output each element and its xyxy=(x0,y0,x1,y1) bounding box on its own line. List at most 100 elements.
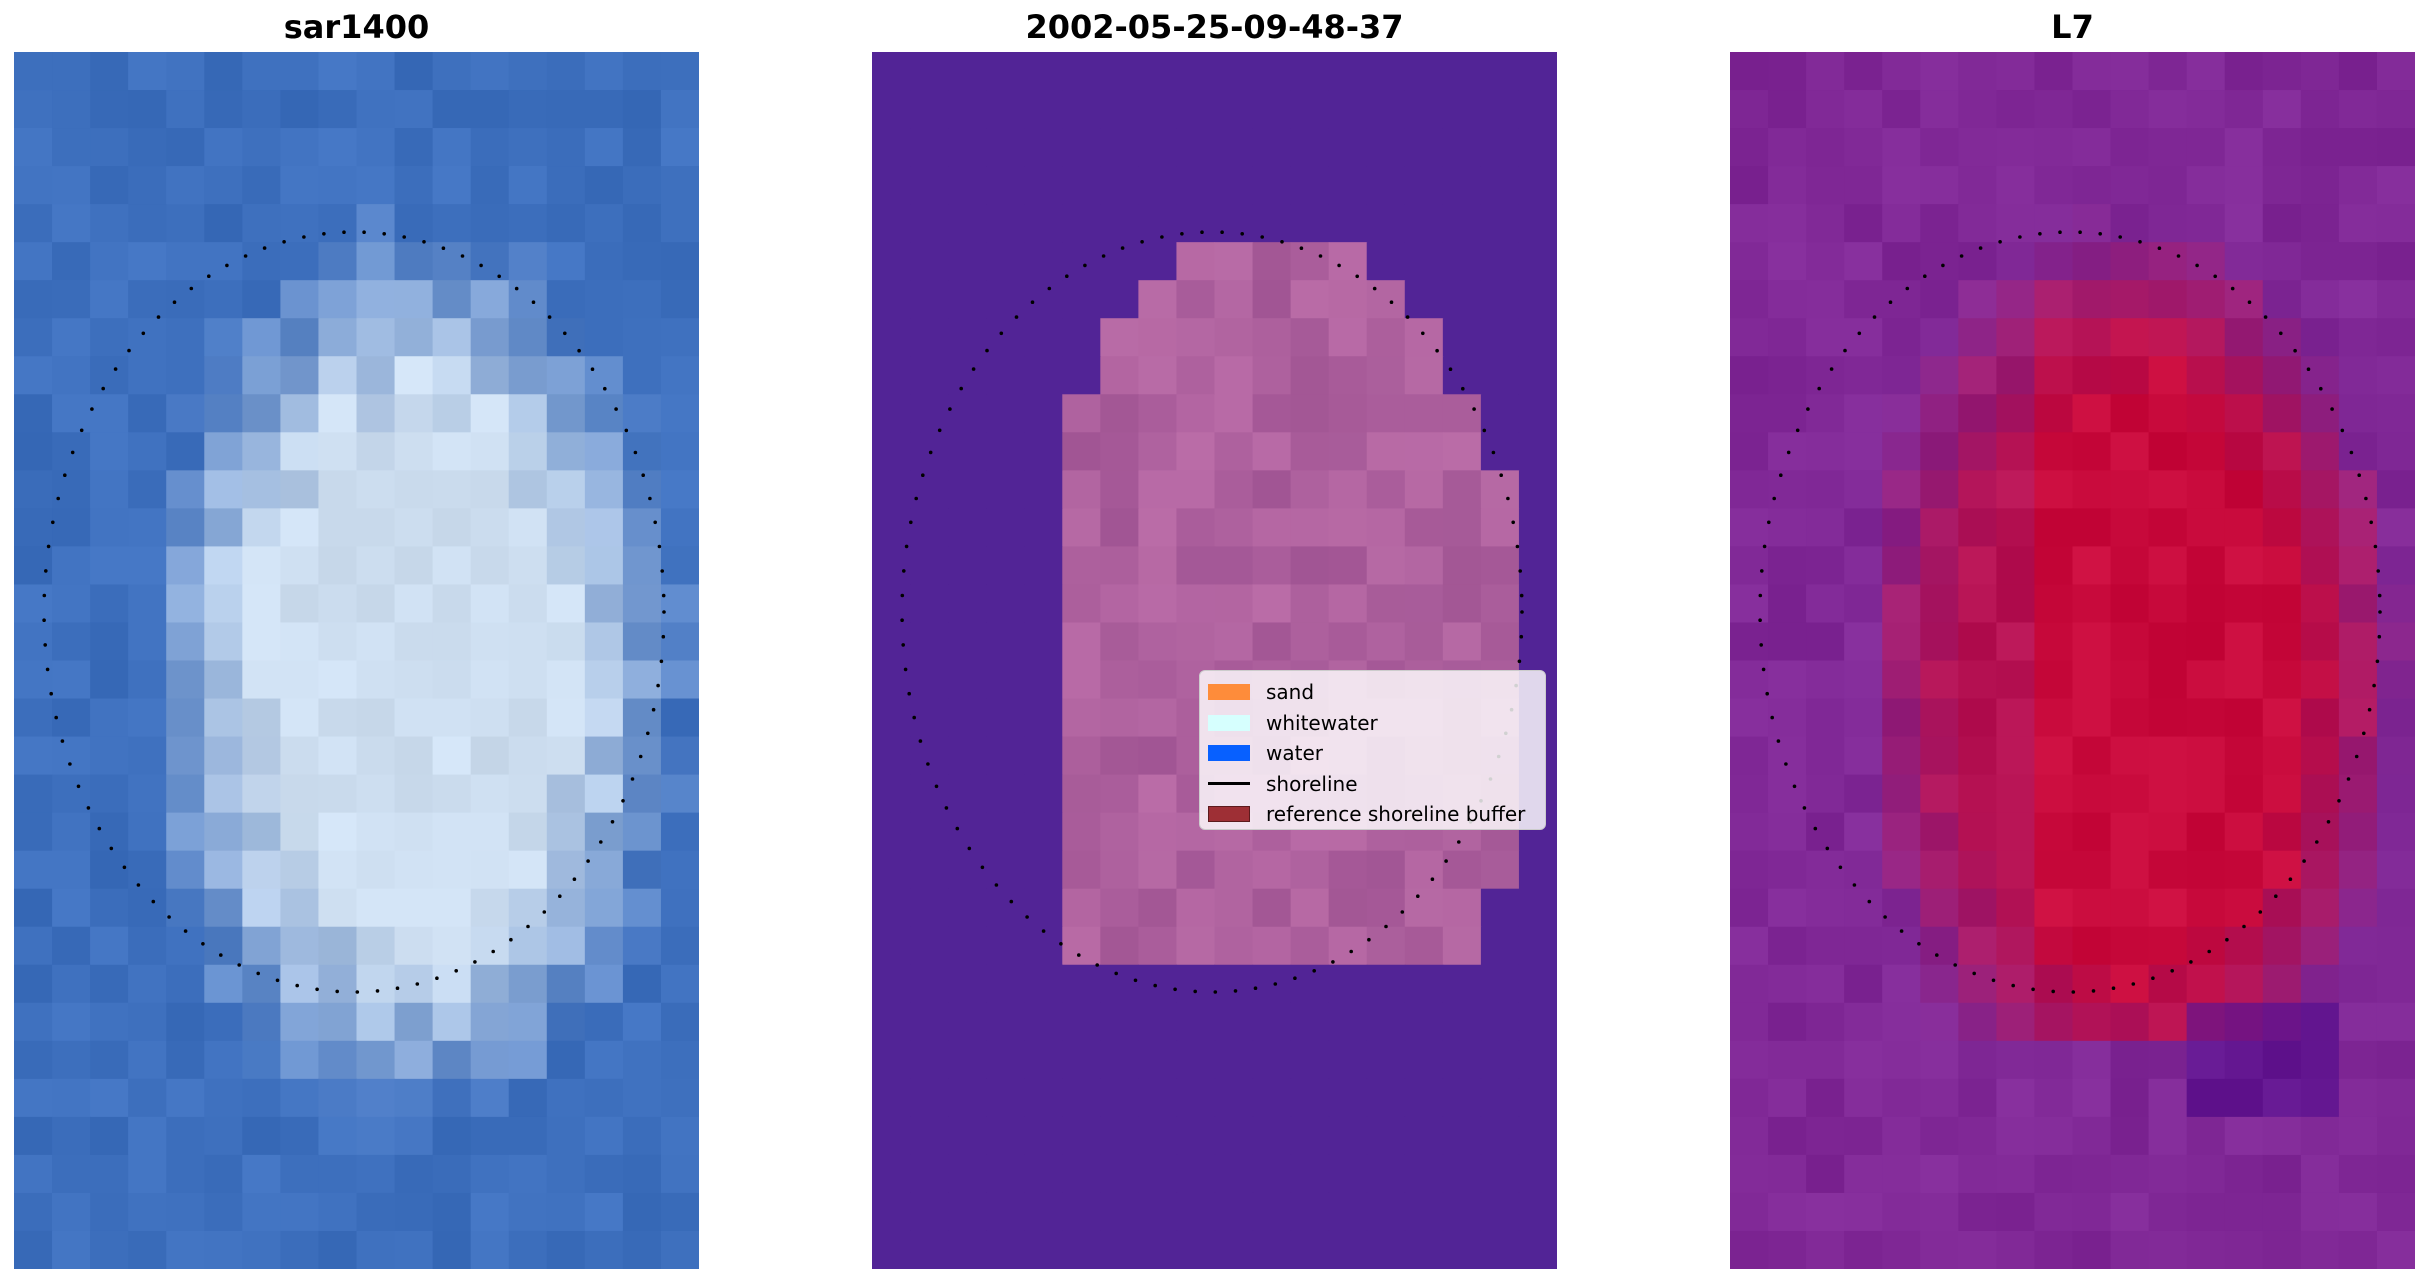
pixel xyxy=(432,128,472,167)
pixel xyxy=(2110,926,2150,966)
pixel xyxy=(318,1078,358,1118)
pixel xyxy=(166,736,205,776)
pixel xyxy=(1062,1002,1101,1042)
shoreline-point xyxy=(76,784,81,789)
pixel xyxy=(948,812,987,852)
pixel xyxy=(356,394,396,433)
pixel xyxy=(280,52,320,91)
pixel xyxy=(1328,90,1368,129)
pixel xyxy=(546,128,586,167)
pixel xyxy=(872,964,911,1004)
pixel xyxy=(1024,660,1063,700)
pixel xyxy=(2110,584,2150,624)
pixel xyxy=(1480,242,1520,281)
pixel xyxy=(14,698,53,738)
pixel xyxy=(508,736,548,776)
pixel xyxy=(2376,432,2415,471)
pixel xyxy=(1882,1154,1921,1194)
pixel xyxy=(2072,1078,2112,1118)
pixel xyxy=(52,774,91,814)
pixel xyxy=(280,318,320,357)
pixel xyxy=(1996,318,2036,357)
pixel xyxy=(1328,166,1368,205)
pixel xyxy=(2224,204,2264,243)
pixel xyxy=(242,204,281,243)
pixel xyxy=(1404,1040,1444,1080)
pixel xyxy=(1100,508,1139,548)
shoreline-point xyxy=(1009,899,1014,904)
pixel xyxy=(1806,280,1845,319)
shoreline-point xyxy=(435,976,439,980)
shoreline-point xyxy=(1917,942,1921,946)
pixel xyxy=(872,432,911,471)
pixel xyxy=(90,1078,129,1118)
pixel xyxy=(872,242,911,281)
pixel xyxy=(2300,204,2340,243)
pixel xyxy=(1806,1002,1845,1042)
pixel xyxy=(622,128,662,167)
pixel xyxy=(318,698,358,738)
pixel xyxy=(1062,926,1101,966)
pixel xyxy=(1138,660,1178,700)
pixel xyxy=(1024,964,1063,1004)
shoreline-point xyxy=(2111,986,2116,990)
pixel xyxy=(166,660,205,700)
pixel xyxy=(1882,1192,1921,1232)
pixel xyxy=(1844,1040,1883,1080)
shoreline-point xyxy=(136,883,141,887)
shoreline-point xyxy=(1280,240,1284,244)
pixel xyxy=(2338,698,2378,738)
shoreline-point xyxy=(1953,963,1957,967)
pixel xyxy=(204,432,243,471)
pixel xyxy=(1806,204,1845,243)
pixel xyxy=(1920,850,1959,890)
pixel xyxy=(1062,356,1101,395)
pixel xyxy=(1480,52,1520,91)
pixel xyxy=(2262,622,2302,662)
shoreline-point xyxy=(1978,246,1983,250)
pixel xyxy=(1768,774,1807,814)
pixel xyxy=(1024,90,1063,129)
pixel xyxy=(128,850,167,890)
pixel xyxy=(622,1154,662,1194)
pixel xyxy=(166,128,205,167)
pixel xyxy=(986,1230,1025,1269)
pixel xyxy=(872,128,911,167)
pixel xyxy=(1404,546,1444,586)
pixel xyxy=(1138,584,1178,624)
pixel xyxy=(2262,356,2302,395)
pixel xyxy=(128,508,167,548)
pixel xyxy=(1366,888,1406,928)
pixel xyxy=(280,1116,320,1156)
pixel xyxy=(394,318,434,357)
pixel xyxy=(1024,52,1063,91)
pixel xyxy=(584,394,624,433)
pixel xyxy=(1442,90,1482,129)
pixel xyxy=(2110,812,2150,852)
pixel xyxy=(910,546,949,586)
pixel xyxy=(52,850,91,890)
pixel xyxy=(1062,90,1101,129)
pixel xyxy=(470,698,510,738)
pixel xyxy=(1518,356,1557,395)
pixel xyxy=(52,546,91,586)
pixel xyxy=(52,166,91,205)
pixel xyxy=(1290,622,1330,662)
pixel xyxy=(1480,1078,1520,1118)
pixel xyxy=(910,1116,949,1156)
shoreline-point xyxy=(151,899,156,904)
shoreline-point xyxy=(1457,840,1461,844)
pixel xyxy=(1920,280,1959,319)
pixel xyxy=(318,508,358,548)
pixel xyxy=(1920,356,1959,395)
pixel xyxy=(128,774,167,814)
shoreline-point xyxy=(219,953,223,957)
pixel xyxy=(470,926,510,966)
shoreline-point xyxy=(2377,593,2382,598)
pixel xyxy=(508,774,548,814)
pixel xyxy=(1404,470,1444,509)
pixel xyxy=(128,1230,167,1269)
pixel xyxy=(1328,242,1368,281)
pixel xyxy=(1138,964,1178,1004)
pixel xyxy=(660,432,699,471)
